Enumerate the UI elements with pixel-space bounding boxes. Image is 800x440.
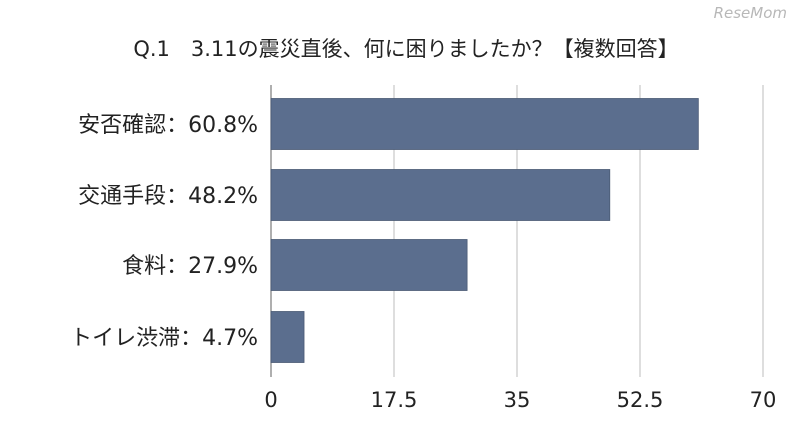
category-labels: 安否確認：60.8% 交通手段：48.2% 食料：27.9% トイレ渋滞：4.7%: [70, 113, 258, 351]
category-label: 安否確認：60.8%: [78, 113, 258, 138]
bar: [270, 98, 699, 150]
watermark: ReseMom: [714, 4, 787, 22]
x-tick-label: 52.5: [617, 388, 664, 412]
category-label: トイレ渋滞：4.7%: [70, 326, 258, 351]
bar: [270, 169, 611, 221]
x-tick-label: 70: [750, 388, 777, 412]
x-tick-labels: 0 17.5 35 52.5 70: [264, 388, 776, 412]
x-tick-label: 35: [504, 388, 531, 412]
bar: [270, 239, 468, 291]
bar: [270, 311, 305, 363]
x-tick-label: 0: [264, 388, 277, 412]
category-label: 食料：27.9%: [122, 254, 258, 279]
chart-title: Q.1 3.11の震災直後、何に困りましたか？【複数回答】: [133, 37, 678, 61]
category-label: 交通手段：48.2%: [78, 184, 258, 209]
x-tick-label: 17.5: [371, 388, 418, 412]
bars: [270, 98, 699, 363]
